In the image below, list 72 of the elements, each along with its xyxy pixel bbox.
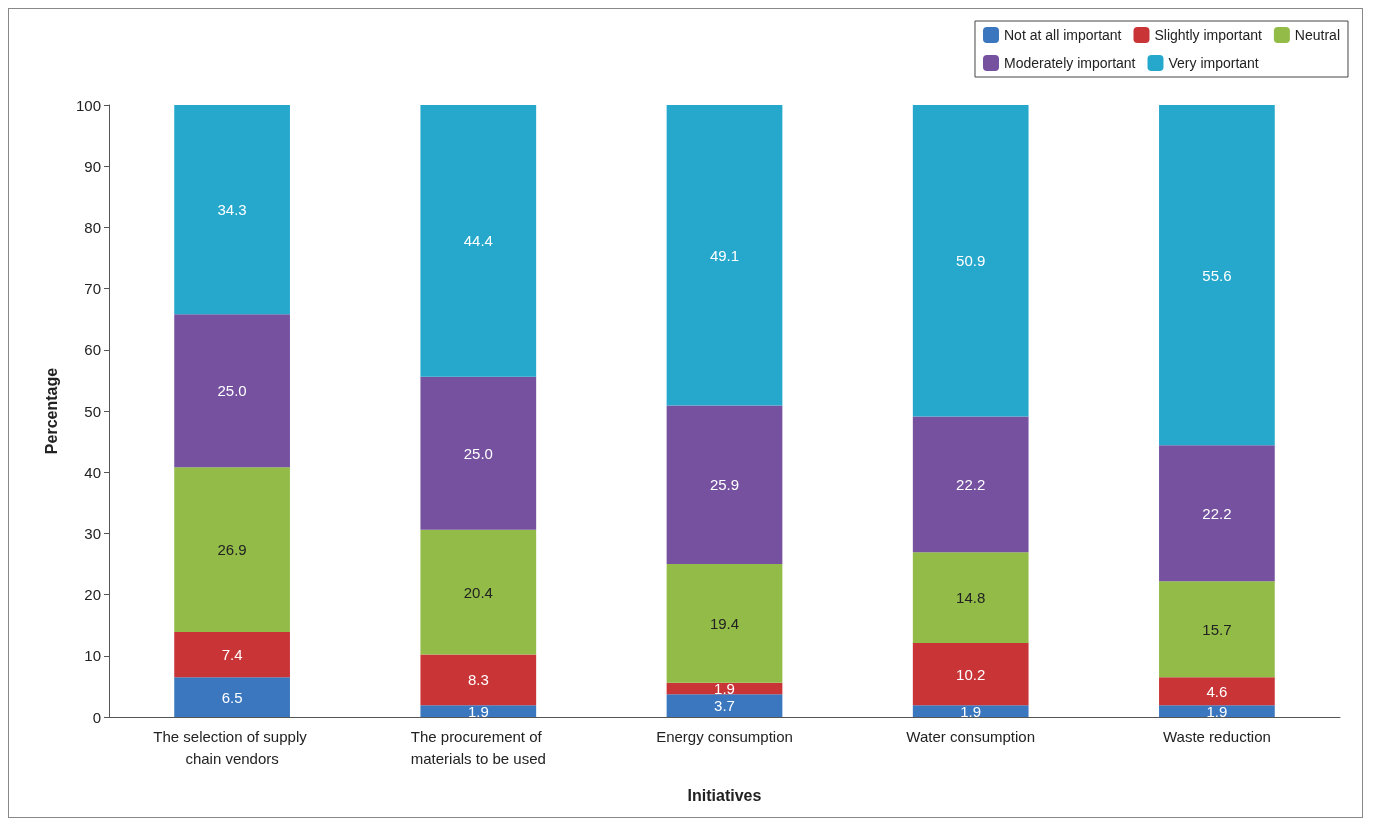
bar xyxy=(174,314,290,468)
bar xyxy=(912,552,1029,643)
data-label: 8.3 xyxy=(467,671,489,689)
bar xyxy=(912,416,1029,553)
data-label: 19.4 xyxy=(709,614,740,632)
bar xyxy=(174,467,290,632)
data-label: 22.2 xyxy=(1202,504,1232,522)
bar xyxy=(420,105,537,377)
bar xyxy=(1159,581,1275,678)
y-tick-label: 70 xyxy=(84,280,101,298)
bar xyxy=(420,705,537,717)
legend-label: Very important xyxy=(1168,55,1259,71)
data-label: 55.6 xyxy=(1202,266,1232,284)
bar xyxy=(912,642,1029,706)
y-tick-label: 80 xyxy=(84,218,101,236)
bar xyxy=(912,105,1029,417)
bar xyxy=(912,705,1029,717)
y-tick-label: 90 xyxy=(84,157,101,175)
bar xyxy=(1159,677,1275,706)
y-tick-label: 0 xyxy=(92,708,101,726)
data-label: 1.9 xyxy=(467,702,489,720)
y-tick-label: 40 xyxy=(84,463,101,481)
data-label: 4.6 xyxy=(1206,682,1228,700)
bar xyxy=(420,376,537,530)
legend-label: Slightly important xyxy=(1154,27,1262,43)
y-tick-label: 10 xyxy=(84,647,101,665)
bar xyxy=(174,631,290,678)
data-label: 1.9 xyxy=(1206,702,1228,720)
bar xyxy=(666,405,783,564)
data-label: 49.1 xyxy=(709,246,740,264)
bar xyxy=(420,654,537,706)
bar xyxy=(1159,105,1275,446)
x-tick-label: The selection of supply chain vendors xyxy=(153,727,311,767)
data-label: 10.2 xyxy=(956,665,986,683)
bar xyxy=(174,105,290,315)
data-label: 3.7 xyxy=(714,697,735,715)
data-label: 15.7 xyxy=(1202,620,1232,638)
data-label: 25.0 xyxy=(463,444,493,462)
y-tick-label: 50 xyxy=(84,402,101,420)
legend-label: Not at all important xyxy=(1003,27,1122,43)
y-tick-label: 60 xyxy=(84,341,101,359)
data-label: 22.2 xyxy=(956,475,986,493)
bar xyxy=(1159,705,1275,717)
data-label: 20.4 xyxy=(463,583,493,601)
y-tick-label: 100 xyxy=(75,96,101,114)
x-tick-label: The procurement of materials to be used xyxy=(410,727,546,767)
bar xyxy=(666,105,783,406)
legend-label: Neutral xyxy=(1294,27,1341,43)
data-label: 50.9 xyxy=(956,252,986,270)
data-label: 1.9 xyxy=(960,702,982,720)
x-tick-label: Waste reduction xyxy=(1162,727,1271,745)
data-label: 26.9 xyxy=(217,541,247,559)
data-label: 25.0 xyxy=(217,382,247,400)
data-label: 14.8 xyxy=(956,589,986,607)
legend-label: Moderately important xyxy=(1003,55,1136,71)
data-label: 7.4 xyxy=(221,646,243,664)
x-tick-label: Energy consumption xyxy=(656,727,793,745)
data-label: 44.4 xyxy=(463,232,493,250)
y-tick-label: 20 xyxy=(84,586,101,604)
bar xyxy=(174,677,290,717)
bar xyxy=(1159,445,1275,582)
data-label: 1.9 xyxy=(714,680,735,698)
x-tick-label: Water consumption xyxy=(906,727,1036,745)
bar xyxy=(420,529,537,655)
data-label: 6.5 xyxy=(221,688,243,706)
bar xyxy=(666,564,783,683)
x-axis-title: Initiatives xyxy=(687,786,762,804)
y-axis-title: Percentage xyxy=(42,367,60,455)
data-label: 25.9 xyxy=(709,476,740,494)
data-label: 34.3 xyxy=(217,201,247,219)
y-tick-label: 30 xyxy=(84,524,101,542)
bar xyxy=(666,694,783,717)
